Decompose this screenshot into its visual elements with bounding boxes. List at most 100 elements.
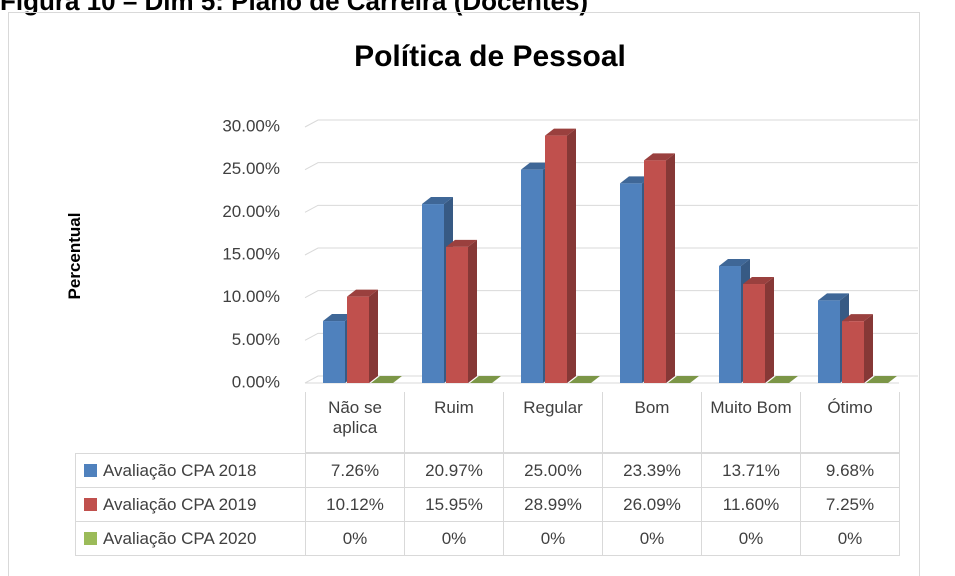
grid-line — [304, 119, 918, 128]
bar-top — [668, 376, 699, 383]
legend-swatch — [84, 498, 97, 511]
table-value: 9.68% — [800, 453, 900, 488]
y-tick-label: 20.00% — [222, 202, 280, 221]
bar — [866, 376, 897, 383]
table-value: 11.60% — [701, 487, 801, 522]
bar-top — [521, 162, 552, 170]
table-value: 10.12% — [305, 487, 405, 522]
y-tick-label: 10.00% — [222, 287, 280, 306]
bar-front — [347, 296, 369, 383]
bar-top — [470, 376, 501, 383]
y-tick-label: 30.00% — [222, 116, 280, 135]
y-tick-label: 15.00% — [222, 244, 280, 263]
bar-side — [864, 314, 873, 383]
bar — [668, 376, 699, 383]
bar — [842, 314, 873, 383]
bar-side — [468, 239, 477, 383]
category-label: Muito Bom — [701, 392, 801, 453]
bar — [470, 376, 501, 383]
table-value: 0% — [701, 521, 801, 556]
legend-swatch — [84, 464, 97, 477]
bar-top — [743, 277, 774, 285]
y-tick-label: 0.00% — [232, 372, 280, 391]
bar-top — [842, 314, 873, 322]
bar-top — [347, 289, 378, 297]
caption: Figura 10 – Dim 5: Plano de Carreira (Do… — [0, 0, 588, 16]
grid-line — [304, 247, 918, 256]
bar — [347, 289, 378, 383]
grid-line — [304, 204, 918, 213]
category-label: Não se aplica — [305, 392, 405, 453]
legend-label: Avaliação CPA 2018 — [103, 460, 257, 480]
bar — [545, 128, 576, 383]
bar-front — [323, 321, 345, 383]
grid-line — [304, 375, 918, 384]
bar-front — [818, 300, 840, 383]
bar-top — [620, 176, 651, 184]
bar-front — [446, 246, 468, 383]
chart-title: Política de Pessoal — [354, 40, 626, 73]
bar-front — [422, 204, 444, 383]
legend-swatch — [84, 532, 97, 545]
legend-entry: Avaliação CPA 2018 — [75, 453, 306, 488]
category-label: Ruim — [404, 392, 504, 453]
grid-line — [304, 332, 918, 341]
bar-front — [842, 321, 864, 383]
bar-top — [545, 128, 576, 136]
bar-top — [371, 376, 402, 383]
table-value: 0% — [305, 521, 405, 556]
legend-entry: Avaliação CPA 2020 — [75, 521, 306, 556]
table-value: 15.95% — [404, 487, 504, 522]
table-value: 0% — [602, 521, 702, 556]
table-value: 23.39% — [602, 453, 702, 488]
table-value: 7.25% — [800, 487, 900, 522]
bar — [767, 376, 798, 383]
category-label: Bom — [602, 392, 702, 453]
legend-label: Avaliação CPA 2019 — [103, 494, 257, 514]
table-value: 20.97% — [404, 453, 504, 488]
bar-front — [521, 169, 543, 383]
bar — [644, 153, 675, 383]
bar — [371, 376, 402, 383]
bar-top — [767, 376, 798, 383]
bar-top — [323, 314, 354, 322]
bar-top — [446, 239, 477, 247]
grid-line — [304, 162, 918, 171]
bar-top — [644, 153, 675, 161]
table-value: 26.09% — [602, 487, 702, 522]
bar-side — [369, 289, 378, 383]
y-axis-label: Percentual — [65, 213, 84, 300]
bar-top — [866, 376, 897, 383]
legend-label: Avaliação CPA 2020 — [103, 528, 257, 548]
bar-front — [743, 284, 765, 383]
bar-top — [818, 293, 849, 301]
category-label: Regular — [503, 392, 603, 453]
table-value: 25.00% — [503, 453, 603, 488]
grid-line — [304, 290, 918, 299]
y-tick-label: 25.00% — [222, 159, 280, 178]
bar-front — [719, 266, 741, 383]
y-tick-label: 5.00% — [232, 330, 280, 349]
table-value: 28.99% — [503, 487, 603, 522]
bar-front — [545, 135, 567, 383]
bar-top — [569, 376, 600, 383]
table-value: 0% — [800, 521, 900, 556]
table-value: 7.26% — [305, 453, 405, 488]
chart-frame — [8, 12, 920, 576]
table-value: 13.71% — [701, 453, 801, 488]
table-value: 0% — [503, 521, 603, 556]
bar — [743, 277, 774, 383]
bar-front — [644, 160, 666, 383]
legend-entry: Avaliação CPA 2019 — [75, 487, 306, 522]
bar — [446, 239, 477, 383]
bar-front — [620, 183, 642, 383]
bar-side — [567, 128, 576, 383]
bar-top — [719, 259, 750, 267]
bar-side — [666, 153, 675, 383]
bar-top — [422, 197, 453, 205]
bar — [569, 376, 600, 383]
table-value: 0% — [404, 521, 504, 556]
category-label: Ótimo — [800, 392, 900, 453]
